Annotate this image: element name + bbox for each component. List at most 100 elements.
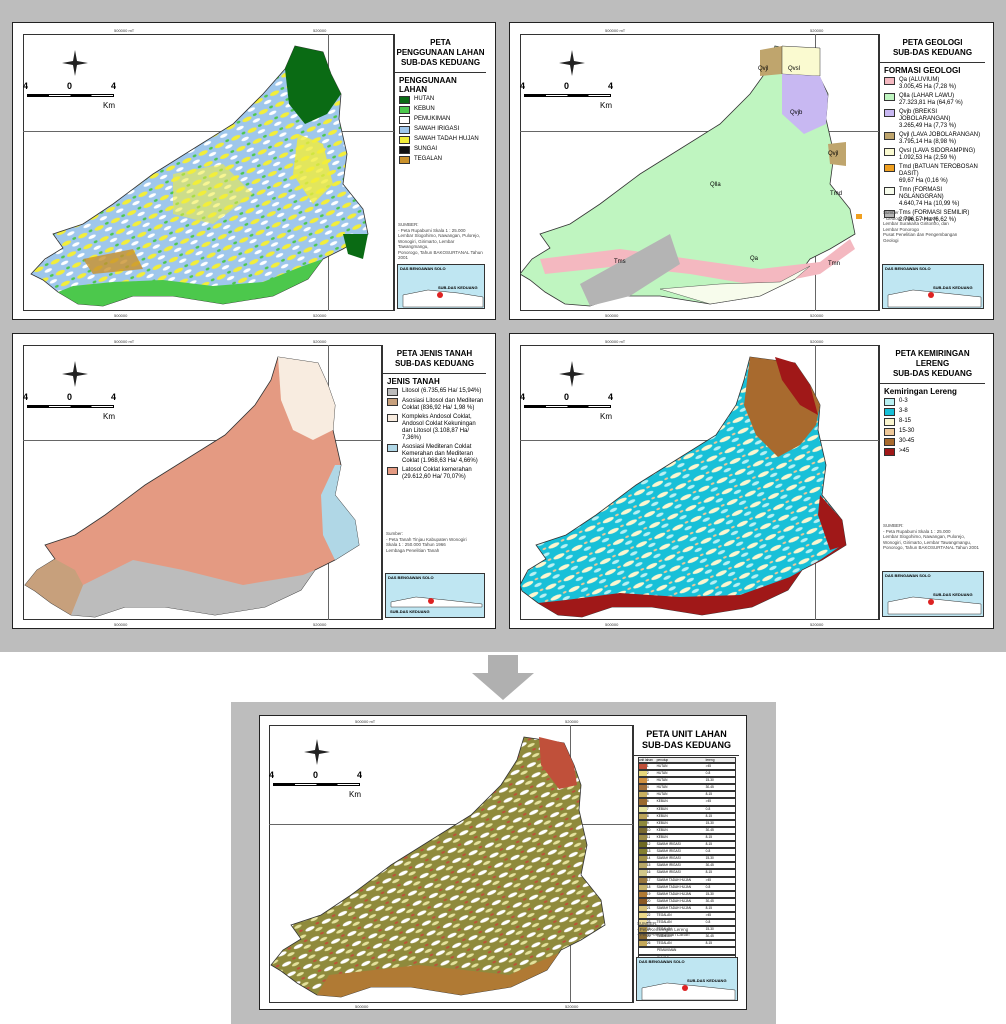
legend-label: Latosol Coklat kemerahan (29.612,60 Ha/ … [402,467,472,480]
table-row: 4 HUTAN 30-45 [638,784,736,792]
legend-swatch [399,126,410,134]
table-row: 3 HUTAN 15-30 [638,777,736,785]
slope-legend-item: 8-15 [884,418,985,426]
unit-slope: 30-45 [705,785,714,790]
unit-slope: 0-8 [705,884,711,889]
legend-swatch [639,898,647,904]
unit-slope: 15-30 [705,820,714,825]
unit-slope: 8-15 [705,870,713,875]
table-row: 25 TEGALAN 30-45 [638,933,736,941]
legend-swatch [639,891,647,897]
soil-legend-title: JENIS TANAH [387,377,440,386]
unit-number: 7 [646,806,649,811]
legend-swatch [639,842,647,848]
unit-land-use: SAWAH TADAH HUJAN [656,898,691,903]
legend-label: Qvjb (BREKSI JOBOLARANGAN) 3.265,49 Ha (… [899,109,957,129]
unit-number: 14 [646,856,651,861]
down-arrow-icon [472,655,534,700]
soil-legend-item: Latosol Coklat kemerahan (29.612,60 Ha/ … [387,467,486,481]
table-row: 17 SAWAH TADAH HUJAN >45 [638,876,736,884]
unit-number: 25 [646,934,651,939]
geology-legend-item: Tmd (BATUAN TEROBOSAN DASIT) 69,67 Ha (0… [884,164,985,185]
land-use-legend-item: KEBUN [399,106,486,114]
legend-swatch [639,863,647,869]
unit-land-use: KEBUN [656,820,668,825]
land-use-legend-title: PENGGUNAAN LAHAN [399,76,457,94]
map-slope: 500000 mT 520000 500000 520000 4 0 4 Km … [509,333,994,629]
legend-swatch [639,941,647,947]
legend-label: Qlla (LAHAR LAWU) 27.323,81 Ha (64,67 %) [899,93,963,106]
coord-top-right: 520000 [313,28,327,33]
legend-swatch [387,388,398,396]
scale-bar: 4 0 4 Km [520,81,614,110]
legend-swatch [639,870,647,876]
land-unit-title: PETA UNIT LAHAN SUB-DAS KEDUANG [641,729,731,750]
unit-land-use: KEBUN [656,799,668,804]
unit-land-use: KEBUN [656,813,668,818]
geology-legend-item: Qa (ALUVIUM) 3.005,45 Ha (7,28 %) [884,77,985,91]
inset-map: DAS BENGAWAN SOLO SUB-DAS KEDUANG [636,957,738,1001]
scale-bar: 4 0 4 Km [520,392,614,421]
inset-map: DAS BENGAWAN SOLO SUB-DAS KEDUANG [385,573,485,618]
land-use-map-shape [30,45,369,307]
unit-number: 16 [646,870,651,875]
unit-slope: 8-15 [705,834,713,839]
unit-slope: 15-30 [705,927,714,932]
legend-swatch [884,109,895,117]
unit-slope: 30-45 [705,934,714,939]
unit-slope: >45 [705,764,712,768]
unit-slope: 30-45 [705,863,714,868]
geo-label-qvsl: Qvsl [788,66,800,72]
unit-slope: 30-45 [705,898,714,903]
geology-legend-item: Qvjb (BREKSI JOBOLARANGAN) 3.265,49 Ha (… [884,109,985,130]
legend-swatch [399,106,410,114]
geology-source: Sumber : - Geologi Skala 1 : 100.000 Lem… [883,210,958,243]
unit-number: 23 [646,920,651,925]
legend-swatch [639,785,647,791]
unit-land-use: HUTAN [656,778,668,783]
scale-bar: 4 0 4 Km [269,770,363,799]
table-row: 26 TEGALAN 8-15 [638,940,736,948]
legend-swatch [639,771,647,777]
legend-swatch [639,912,647,919]
unit-slope: 30-45 [705,827,714,832]
soil-legend-item: Litosol (6.735,65 Ha/ 15,94%) [387,388,486,396]
table-row: 18 SAWAH TADAH HUJAN 0-8 [638,883,736,891]
geology-legend-item: Qvsl (LAVA SIDORAMPING) 1.092,53 Ha (2,5… [884,148,985,162]
geo-label-qa: Qa [750,256,759,262]
legend-swatch [884,398,895,406]
table-row: 14 SAWAH IRIGASI 15-30 [638,855,736,863]
legend-label: SAWAH IRIGASI [414,126,460,132]
table-row: 11 KEBUN 8-15 [638,833,736,842]
slope-legend-panel: PETA KEMIRINGAN LERENG SUB-DAS KEDUANG K… [879,345,985,620]
land-use-legend-item: HUTAN [399,96,486,104]
unit-number: 17 [646,877,651,882]
unit-number: 3 [646,778,649,783]
geo-label-tmn: Tmn [828,261,840,267]
legend-swatch [639,856,647,862]
legend-swatch [639,792,647,798]
soil-source: Sumber: - Peta Tanah Tinjau Kabupaten Wo… [386,531,467,553]
unit-number: 15 [646,863,651,868]
unit-land-use: SAWAH IRIGASI [656,856,681,861]
inset-map: DAS BENGAWAN SOLO SUB-DAS KEDUANG [882,264,984,309]
slope-legend-title: Kemiringan Lereng [884,387,957,396]
soil-legend-item: Asosiasi Mediteran Coklat Kemerahan dan … [387,444,486,465]
geo-label-qvjl-2: Qvjl [828,151,839,157]
table-row: 20 SAWAH TADAH HUJAN 30-45 [638,897,736,905]
unit-land-use: TEGALAN [656,934,672,939]
table-row: 19 SAWAH TADAH HUJAN 15-30 [638,890,736,898]
legend-swatch [399,96,410,104]
legend-swatch [639,820,647,826]
legend-label: Kompleks Andosol Coklat, Andosol Coklat … [402,414,476,441]
unit-land-use: TEGALAN [656,927,672,932]
legend-label: Qvsl (LAVA SIDORAMPING) 1.092,53 Ha (2,5… [899,148,976,161]
legend-swatch [639,920,647,926]
map-soil: 500000 mT 520000 500000 520000 4 0 4 Km … [12,333,496,629]
unit-slope: 0-8 [705,771,711,776]
unit-slope: 15-30 [705,856,714,861]
slope-legend-item: 0-3 [884,398,985,406]
soil-legend-panel: PETA JENIS TANAH SUB-DAS KEDUANG JENIS T… [382,345,486,620]
compass-icon [62,361,88,387]
unit-slope: 8-15 [705,941,713,946]
